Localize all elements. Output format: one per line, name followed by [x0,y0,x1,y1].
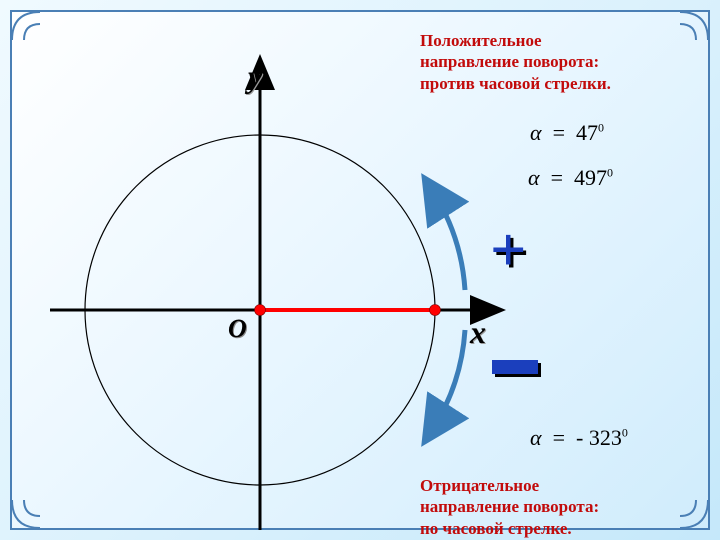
alpha-symbol: α [528,165,540,190]
title-positive-line1: Положительное [420,30,690,51]
formula-1: α = 470 [530,120,604,146]
title-negative: Отрицательное направление поворота: по ч… [420,475,690,539]
degree-sup: 0 [598,121,604,135]
degree-sup: 0 [622,426,628,440]
title-positive-line2: направление поворота: [420,51,690,72]
equals: = [553,120,565,145]
equals: = [553,425,565,450]
alpha-symbol: α [530,120,542,145]
minus-symbol [492,360,538,374]
formula-3: α = - 3230 [530,425,628,451]
value: 323 [589,425,622,450]
value: 497 [574,165,607,190]
origin-label: O [228,314,247,344]
alpha-symbol: α [530,425,542,450]
title-positive: Положительное направление поворота: прот… [420,30,690,94]
y-axis-label: y [248,58,262,95]
value: 47 [576,120,598,145]
x-axis-label: x [470,314,486,351]
title-negative-line1: Отрицательное [420,475,690,496]
title-negative-line2: направление поворота: [420,496,690,517]
degree-sup: 0 [607,166,613,180]
title-positive-line3: против часовой стрелки. [420,73,690,94]
plus-symbol: + [490,218,526,282]
formula-2: α = 4970 [528,165,613,191]
equals: = [551,165,563,190]
title-negative-line3: по часовой стрелке. [420,518,690,539]
